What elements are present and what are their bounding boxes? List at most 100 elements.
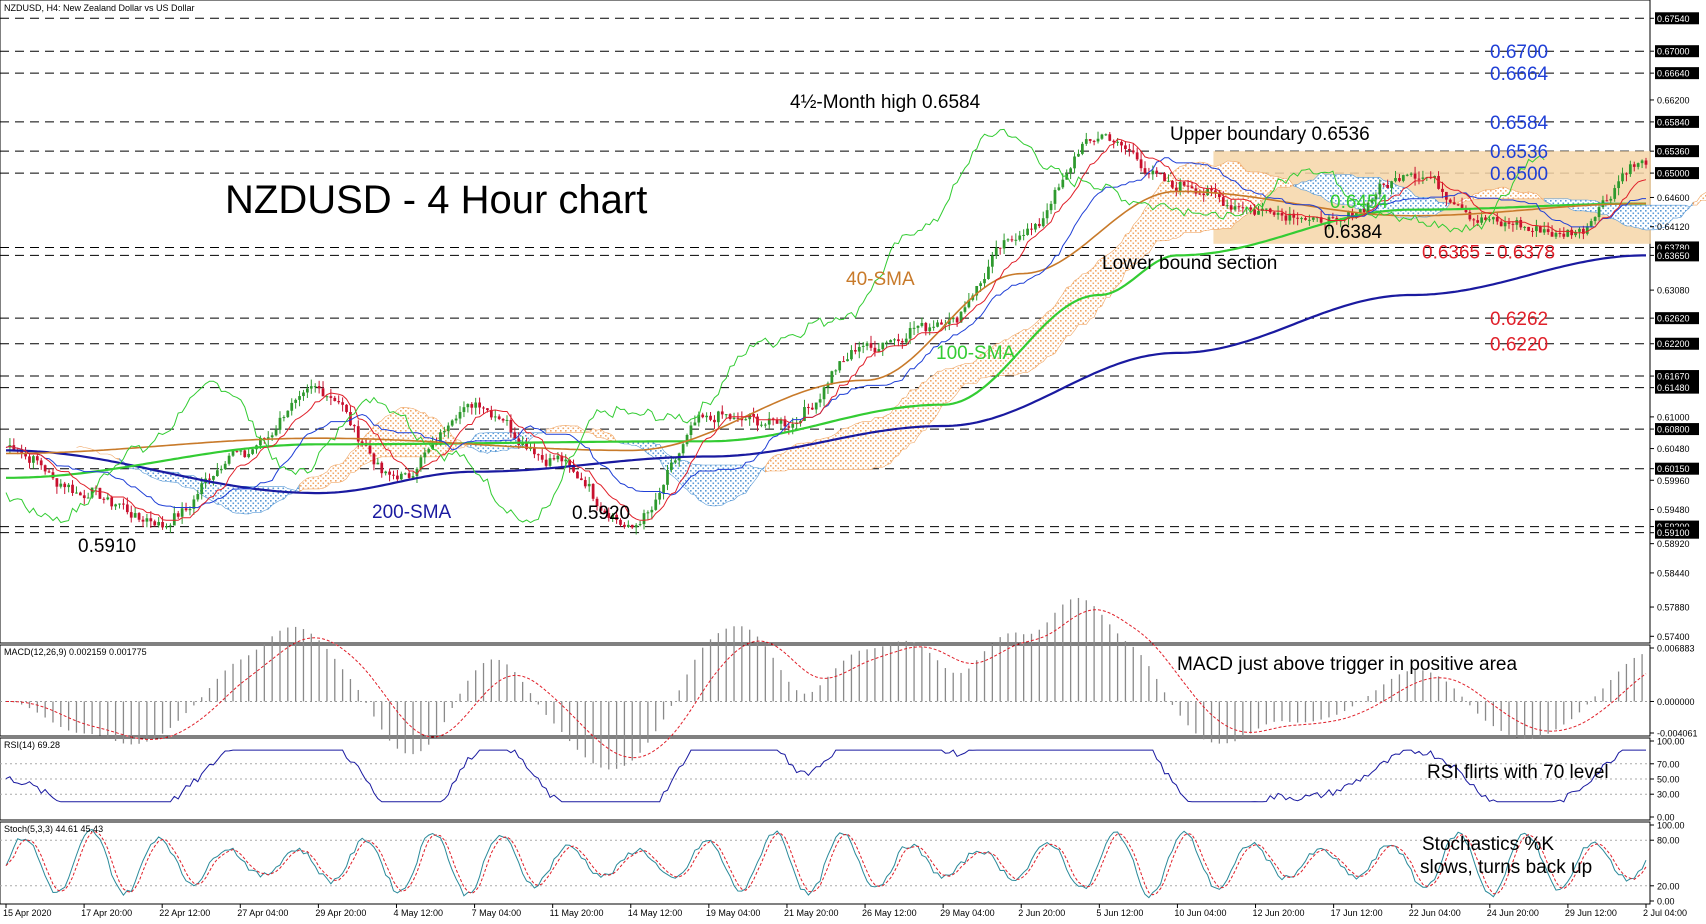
candle-body <box>145 518 149 522</box>
candle-body <box>486 408 489 411</box>
date-tick-label: 5 Jun 12:00 <box>1096 908 1143 918</box>
price-tick-box <box>1655 167 1699 180</box>
candle-body <box>1233 206 1237 210</box>
candle-body <box>208 478 211 480</box>
price-tick-label: 0.62620 <box>1657 314 1690 324</box>
level-label: 0.6262 <box>1490 309 1548 330</box>
candle-body <box>1167 180 1170 182</box>
candle-body <box>615 514 618 520</box>
price-tick-label: 0.57400 <box>1657 632 1690 642</box>
candle-body <box>1151 170 1155 175</box>
candle-body <box>1037 223 1041 227</box>
candle-body <box>1417 178 1421 180</box>
candle-body <box>1640 160 1644 164</box>
level-label: 0.6365 - 0.6378 <box>1422 243 1555 264</box>
candle-body <box>951 317 955 320</box>
date-tick-label: 29 May 04:00 <box>940 908 995 918</box>
candle-body <box>1343 219 1346 221</box>
candle-body <box>188 508 192 511</box>
candle-body <box>955 317 959 323</box>
candle-body <box>1570 229 1574 236</box>
price-tick-box <box>1655 45 1699 58</box>
candle-body <box>1084 139 1088 144</box>
candle-body <box>1351 211 1354 218</box>
candle-body <box>380 462 384 474</box>
price-tick-label: 0.60800 <box>1657 425 1690 435</box>
level-label: 0.6536 <box>1490 142 1548 163</box>
candle-body <box>1190 186 1194 189</box>
price-tick-label: 0.67540 <box>1657 14 1690 24</box>
candle-body <box>912 327 916 329</box>
price-tick-label: 0.64600 <box>1657 193 1690 203</box>
date-tick-label: 27 Apr 04:00 <box>237 908 288 918</box>
candle-body <box>59 483 63 487</box>
candle-body <box>446 425 450 432</box>
annotation-sma200: 200-SMA <box>372 502 452 523</box>
candle-body <box>407 473 411 478</box>
candle-body <box>1272 212 1276 215</box>
candle-body <box>814 402 818 410</box>
stoch-label: Stoch(5,3,3) 44.61 45.43 <box>4 824 103 834</box>
candle-body <box>184 508 188 511</box>
candle-body <box>963 307 967 312</box>
candle-body <box>1241 207 1245 209</box>
candle-body <box>223 463 227 469</box>
candle-body <box>1491 217 1495 220</box>
candle-body <box>756 416 759 426</box>
candle-body <box>1202 193 1206 196</box>
candle-body <box>904 338 908 343</box>
candle-body <box>1437 176 1440 189</box>
annotation-upper-boundary: Upper boundary 0.6536 <box>1170 124 1370 145</box>
candle-body <box>1464 209 1468 213</box>
candle-body <box>161 521 164 528</box>
candle-body <box>505 419 509 421</box>
candle-body <box>1018 235 1022 240</box>
sma100-line <box>6 202 1646 479</box>
candle-body <box>1100 134 1104 139</box>
candle-body <box>818 399 822 403</box>
candle-body <box>399 473 403 480</box>
candle-body <box>231 450 235 456</box>
candle-body <box>787 426 791 428</box>
date-tick-label: 4 May 12:00 <box>393 908 443 918</box>
candle-body <box>341 402 344 405</box>
candle-body <box>928 327 932 332</box>
candle-body <box>63 483 67 488</box>
date-tick-label: 14 May 12:00 <box>628 908 683 918</box>
candle-body <box>118 503 121 505</box>
candle-body <box>259 437 262 446</box>
candle-body <box>599 506 603 511</box>
candle-body <box>1280 212 1284 216</box>
date-tick-label: 26 May 12:00 <box>862 908 917 918</box>
candle-body <box>1409 173 1413 175</box>
price-tick-label: 0.59100 <box>1657 528 1690 538</box>
candle-body <box>1621 173 1624 182</box>
candle-body <box>681 444 685 454</box>
date-tick-label: 12 Jun 20:00 <box>1253 908 1305 918</box>
candle-body <box>1566 229 1570 237</box>
candle-body <box>830 371 834 384</box>
level-label: 0.6664 <box>1490 64 1549 85</box>
candle-body <box>239 450 243 452</box>
stoch-d-line <box>5 831 1647 896</box>
candle-body <box>1554 233 1558 237</box>
candle-body <box>1519 220 1523 228</box>
candle-body <box>1264 208 1268 210</box>
candle-body <box>32 456 35 463</box>
price-tick-box <box>1655 312 1699 325</box>
candle-body <box>325 396 329 398</box>
date-tick-label: 2 Jun 20:00 <box>1018 908 1065 918</box>
date-tick-label: 24 Jun 20:00 <box>1487 908 1539 918</box>
candle-body <box>376 462 380 465</box>
candle-body <box>611 514 615 519</box>
candle-body <box>1390 181 1393 189</box>
candle-body <box>1022 234 1026 236</box>
candle-body <box>763 424 767 426</box>
candle-body <box>1069 168 1072 174</box>
candle-body <box>1448 199 1452 203</box>
candle-body <box>493 416 497 418</box>
candle-body <box>533 447 536 455</box>
candle-body <box>869 343 873 348</box>
tenkan-line <box>5 138 1647 521</box>
candle-body <box>525 442 528 450</box>
